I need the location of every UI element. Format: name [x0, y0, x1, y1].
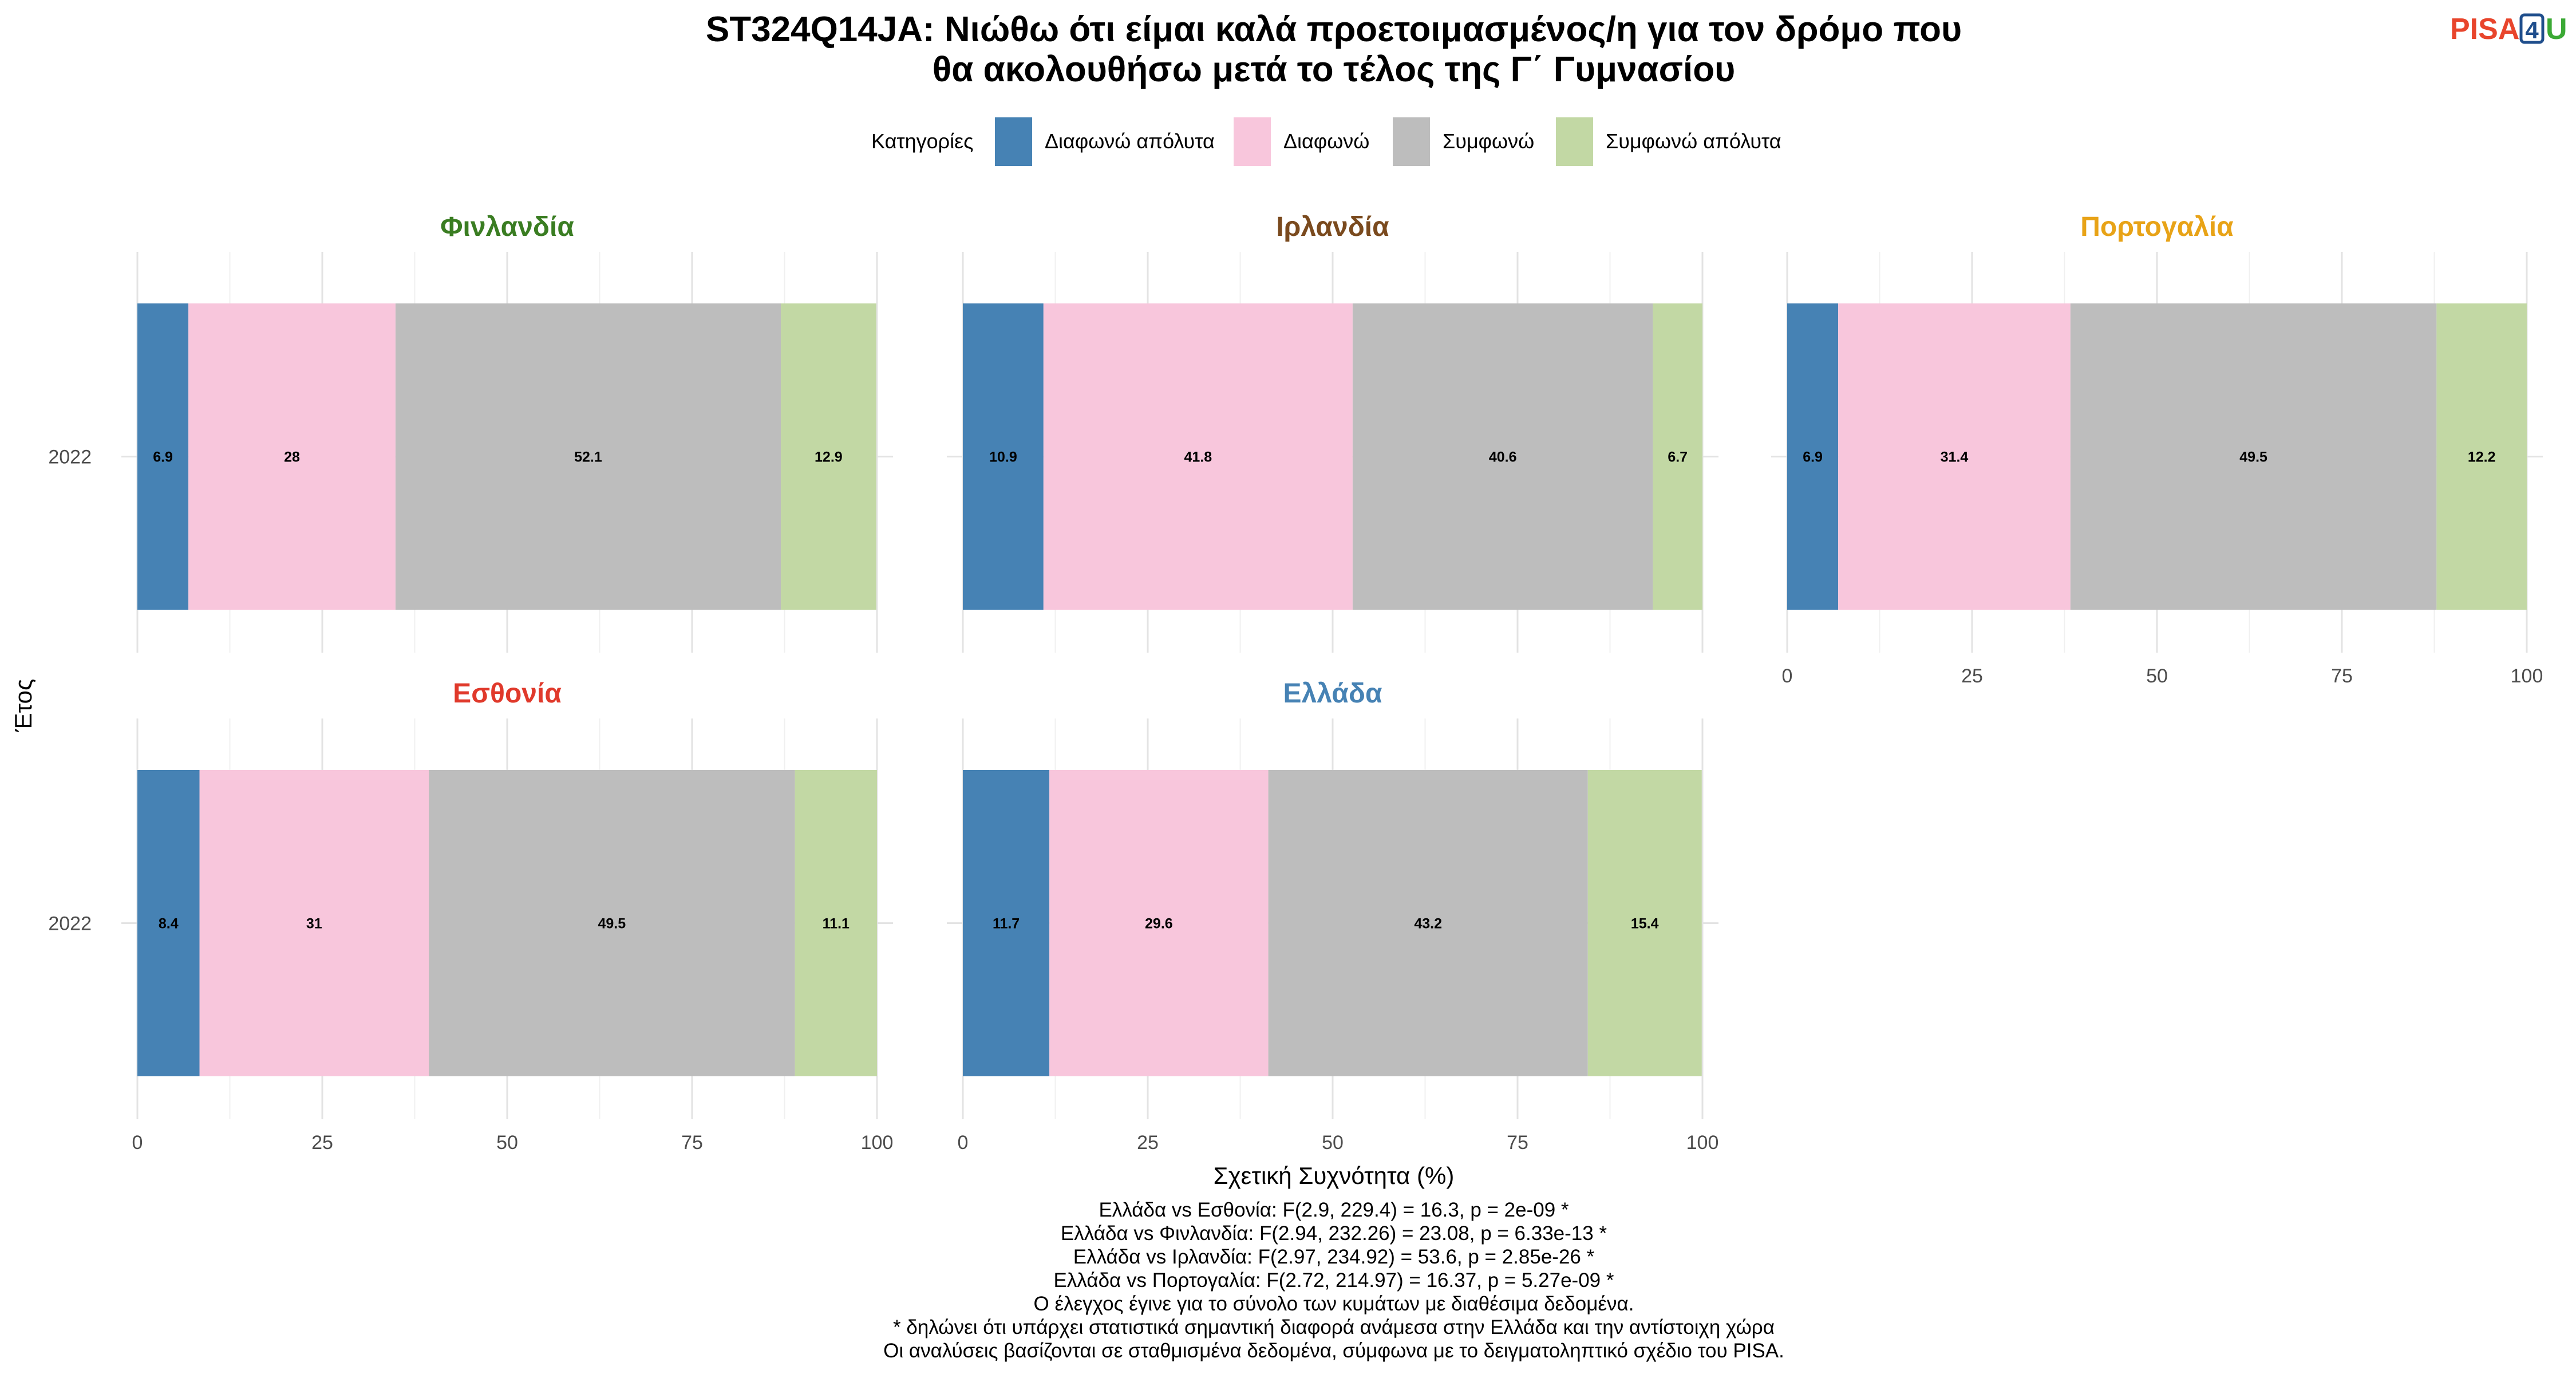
legend-label: Διαφωνώ απόλυτα: [1045, 129, 1215, 153]
bar-segment: [1787, 303, 1839, 610]
chart-title-line-2: θα ακολουθήσω μετά το τέλος της Γ΄ Γυμνα…: [933, 50, 1735, 89]
x-tick-label: 100: [2511, 665, 2543, 687]
bar-segment: [1653, 303, 1702, 610]
bar-segment: [1049, 770, 1269, 1076]
x-tick-label: 50: [1322, 1132, 1344, 1154]
x-tick-label: 25: [1961, 665, 1983, 687]
bar-segment: [2436, 303, 2527, 610]
bar-value-label: 11.1: [823, 916, 850, 932]
bar-value-label: 43.2: [1414, 916, 1442, 932]
bar-value-label: 29.6: [1145, 916, 1173, 932]
bar-segment: [429, 770, 795, 1076]
x-tick-label: 0: [132, 1132, 143, 1154]
facet-panel: 6.9 28 52.1 12.9 Φινλανδία 2022: [48, 212, 893, 653]
chart-title-line-1: ST324Q14JA: Νιώθω ότι είμαι καλά προετοι…: [706, 10, 1962, 49]
x-tick-label: 25: [1137, 1132, 1159, 1154]
y-tick-label: 2022: [48, 447, 92, 468]
x-tick-label: 25: [311, 1132, 333, 1154]
bar-segment: [1268, 770, 1588, 1076]
x-axis-title: Σχετική Συχνότητα (%): [1214, 1162, 1455, 1189]
bar-segment: [199, 770, 429, 1076]
legend-key: [1234, 117, 1271, 166]
panel-title: Εσθονία: [453, 678, 562, 709]
facet-panel: 11.7 29.6 43.2 15.4 Ελλάδα 0 25 50 75 100: [947, 678, 1718, 1154]
bar-value-label: 40.6: [1489, 449, 1517, 465]
logo-text-u: U: [2546, 13, 2567, 46]
footnote-line: Ελλάδα vs Ιρλανδία: F(2.97, 234.92) = 53…: [1073, 1246, 1595, 1268]
bar-segment: [137, 770, 200, 1076]
bar-value-label: 28: [284, 449, 300, 465]
bar-segment: [137, 303, 189, 610]
bar-value-label: 6.9: [153, 449, 173, 465]
legend-label: Διαφωνώ: [1283, 129, 1369, 153]
bar-value-label: 6.7: [1668, 449, 1688, 465]
bar-value-label: 12.9: [815, 449, 843, 465]
logo-text-pisa: PISA: [2450, 13, 2519, 46]
legend-key: [995, 117, 1032, 166]
footnote-line: Ο έλεγχος έγινε για το σύνολο των κυμάτω…: [1034, 1293, 1634, 1315]
footnote-line: Ελλάδα vs Εσθονία: F(2.9, 229.4) = 16.3,…: [1099, 1199, 1568, 1221]
x-tick-label: 100: [1686, 1132, 1719, 1154]
bar-value-label: 10.9: [989, 449, 1017, 465]
facet-panel: 8.4 31 49.5 11.1 Εσθονία 2022 0 25 50 75 100: [48, 678, 893, 1154]
bar-value-label: 31.4: [1941, 449, 1969, 465]
bar-segment: [1587, 770, 1702, 1076]
footnotes: Ελλάδα vs Εσθονία: F(2.9, 229.4) = 16.3,…: [883, 1199, 1784, 1362]
logo-text-4: 4: [2525, 17, 2539, 44]
bar-value-label: 41.8: [1184, 449, 1212, 465]
svg-text:PISA: PISA: [2450, 13, 2519, 46]
x-tick-label: 75: [2331, 665, 2353, 687]
x-tick-label: 0: [1782, 665, 1793, 687]
bar-value-label: 52.1: [574, 449, 602, 465]
bar-value-label: 12.2: [2468, 449, 2496, 465]
bar-segment: [2070, 303, 2437, 610]
legend-label: Συμφωνώ απόλυτα: [1606, 129, 1781, 153]
footnote-line: Ελλάδα vs Φινλανδία: F(2.94, 232.26) = 2…: [1061, 1222, 1607, 1245]
bar-segment: [1043, 303, 1353, 610]
legend-key: [1556, 117, 1593, 166]
footnote-line: * δηλώνει ότι υπάρχει στατιστικά σημαντι…: [893, 1316, 1775, 1339]
bar-value-label: 49.5: [2239, 449, 2267, 465]
y-tick-label: 2022: [48, 913, 92, 935]
bar-segment: [1838, 303, 2071, 610]
bar-value-label: 6.9: [1803, 449, 1823, 465]
footnote-line: Οι αναλύσεις βασίζονται σε σταθμισμένα δ…: [883, 1340, 1784, 1362]
bar-segment: [963, 303, 1044, 610]
legend-key: [1393, 117, 1430, 166]
chart-title: ST324Q14JA: Νιώθω ότι είμαι καλά προετοι…: [706, 10, 1962, 89]
bar-value-label: 11.7: [993, 916, 1020, 932]
panel-title: Πορτογαλία: [2080, 212, 2234, 242]
bar-segment: [781, 303, 876, 610]
x-tick-label: 75: [1507, 1132, 1528, 1154]
legend: Κατηγορίες Διαφωνώ απόλυτα Διαφωνώ Συμφωνώ…: [871, 117, 1781, 166]
bar-value-label: 15.4: [1631, 916, 1659, 932]
facet-panel: 6.9 31.4 49.5 12.2 Πορτογαλία 0 25 50 75 100: [1771, 212, 2543, 687]
bar-segment: [395, 303, 781, 610]
legend-label: Συμφωνώ: [1443, 129, 1534, 153]
x-tick-label: 50: [2146, 665, 2168, 687]
bar-segment: [188, 303, 396, 610]
x-tick-label: 75: [681, 1132, 703, 1154]
facet-panels: 6.9 28 52.1 12.9 Φινλανδία 2022 10.9 41.8 40.6 6.…: [48, 212, 2543, 1154]
footnote-line: Ελλάδα vs Πορτογαλία: F(2.72, 214.97) = …: [1054, 1269, 1614, 1292]
panel-title: Ελλάδα: [1283, 678, 1382, 709]
x-tick-label: 100: [861, 1132, 894, 1154]
logo-box: [2519, 13, 2545, 44]
pisa4u-logo: PISA 4 U: [2450, 13, 2567, 46]
bar-segment: [1352, 303, 1653, 610]
panel-title: Ιρλανδία: [1276, 212, 1389, 242]
bar-value-label: 49.5: [598, 916, 626, 932]
bar-segment: [795, 770, 877, 1076]
panel-title: Φινλανδία: [440, 212, 574, 242]
x-tick-label: 50: [496, 1132, 518, 1154]
y-axis-title: Έτος: [10, 679, 37, 733]
legend-title: Κατηγορίες: [871, 129, 974, 153]
facet-panel: 10.9 41.8 40.6 6.7 Ιρλανδία: [947, 212, 1718, 653]
bar-value-label: 8.4: [159, 916, 179, 932]
bar-segment: [963, 770, 1050, 1076]
x-tick-label: 0: [958, 1132, 969, 1154]
bar-value-label: 31: [306, 916, 322, 932]
